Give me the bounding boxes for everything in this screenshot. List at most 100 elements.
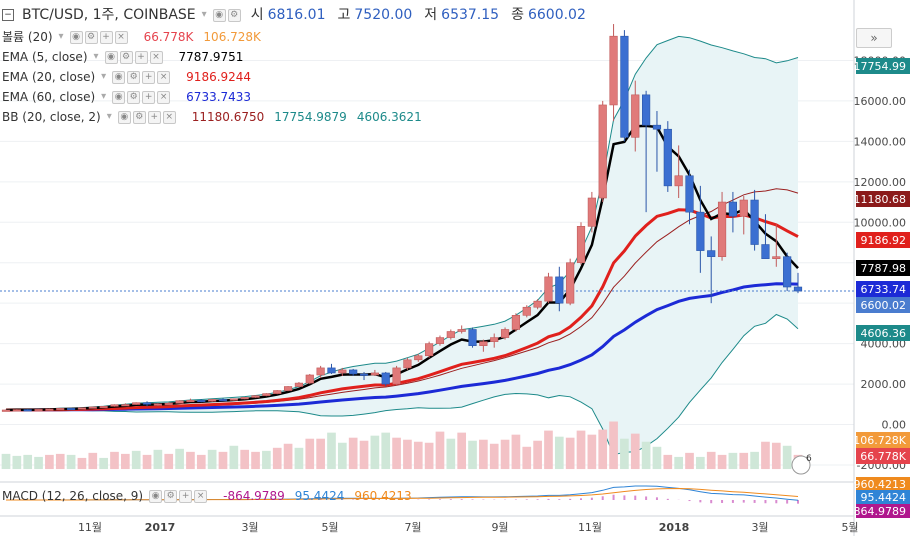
close-icon[interactable]: × — [194, 489, 208, 503]
close-label: 종 — [511, 7, 524, 23]
event-marker-icon — [791, 455, 811, 475]
plus-icon[interactable]: + — [99, 30, 113, 44]
indicator-label[interactable]: EMA (60, close) — [2, 90, 96, 104]
volume-bar — [413, 441, 423, 470]
volume-bar — [717, 454, 727, 470]
close-icon[interactable]: × — [114, 30, 128, 44]
volume-bar — [587, 434, 597, 470]
candle — [468, 329, 477, 346]
gear-icon[interactable]: ⚙ — [119, 50, 133, 64]
gear-icon[interactable]: ⚙ — [127, 90, 141, 104]
candle — [273, 390, 282, 394]
candle — [587, 197, 596, 227]
eye-icon[interactable]: ◉ — [117, 110, 131, 124]
dropdown-caret-icon[interactable]: ▾ — [58, 31, 64, 42]
candle — [142, 402, 152, 405]
candle — [696, 211, 705, 251]
gear-icon[interactable]: ⚙ — [84, 30, 98, 44]
candle — [446, 331, 455, 338]
plus-icon[interactable]: + — [179, 489, 193, 503]
volume-bar — [630, 433, 640, 470]
symbol-label[interactable]: BTC/USD, 1주, COINBASE — [22, 7, 196, 23]
eye-icon[interactable]: ◉ — [104, 50, 118, 64]
time-tick-label: 5월 — [321, 521, 338, 534]
plus-icon[interactable]: + — [142, 70, 156, 84]
volume-bar — [327, 432, 336, 470]
candle — [576, 226, 586, 264]
plus-icon[interactable]: + — [147, 110, 161, 124]
candle — [728, 201, 738, 217]
price-badge-label: 7787.98 — [861, 262, 907, 275]
dropdown-caret-icon[interactable]: ▾ — [201, 9, 207, 20]
macd-badge — [856, 477, 910, 491]
high-label: 고 — [337, 7, 351, 23]
dropdown-caret-icon[interactable]: ▾ — [101, 71, 107, 82]
plus-icon[interactable]: + — [134, 50, 148, 64]
volume-bar — [565, 437, 575, 470]
volume-bar — [576, 430, 586, 470]
indicator-label[interactable]: 볼륨 (20) — [2, 30, 53, 44]
time-tick-label: 5월 — [841, 521, 858, 534]
volume-bar — [55, 453, 65, 470]
macd-hist-value: 960.4213 — [354, 489, 412, 503]
candle — [685, 175, 694, 213]
macd-badge-label: 960.4213 — [854, 478, 907, 491]
candle — [218, 399, 228, 402]
volume-bar — [761, 441, 770, 470]
eye-icon[interactable]: ◉ — [149, 489, 163, 503]
scroll-to-latest-button[interactable]: » — [856, 28, 892, 48]
dropdown-caret-icon[interactable]: ▾ — [106, 111, 112, 122]
dropdown-caret-icon[interactable]: ▾ — [101, 91, 107, 102]
close-icon[interactable]: × — [157, 90, 171, 104]
volume-bar — [164, 453, 174, 470]
volume-bar — [370, 435, 380, 470]
dropdown-caret-icon[interactable]: ▾ — [93, 51, 99, 62]
candle — [349, 369, 358, 375]
close-icon[interactable]: × — [157, 70, 171, 84]
eye-icon[interactable]: ◉ — [112, 90, 126, 104]
macd-label[interactable]: MACD (12, 26, close, 9) — [2, 489, 144, 503]
volume-bar — [403, 439, 412, 470]
close-icon[interactable]: × — [162, 110, 176, 124]
price-badge — [856, 297, 910, 313]
candle — [338, 369, 347, 374]
candle — [414, 355, 423, 361]
gear-icon[interactable]: ⚙ — [164, 489, 178, 503]
close-icon[interactable]: × — [149, 50, 163, 64]
candle — [392, 367, 401, 385]
candle — [609, 35, 618, 106]
eye-icon[interactable]: ◉ — [69, 30, 83, 44]
indicator-label[interactable]: BB (20, close, 2) — [2, 110, 101, 124]
gear-icon[interactable]: ⚙ — [127, 70, 141, 84]
volume-bar — [771, 442, 781, 470]
price-tick-label: 10000.00 — [854, 216, 907, 229]
candle — [500, 329, 510, 338]
indicator-label[interactable]: EMA (20, close) — [2, 70, 96, 84]
plus-icon[interactable]: + — [142, 90, 156, 104]
eye-icon[interactable]: ◉ — [112, 70, 126, 84]
volume-bar — [142, 454, 152, 470]
indicator-value: 6733.7433 — [186, 90, 252, 104]
candle — [533, 300, 542, 308]
candle — [652, 124, 662, 130]
candle — [132, 402, 141, 405]
gear-icon[interactable]: ⚙ — [227, 8, 241, 22]
price-badge-label: 6733.74 — [861, 283, 907, 296]
indicator-value: 106.728K — [203, 30, 261, 44]
indicator-value: 17754.9879 — [274, 110, 347, 124]
volume-bar — [131, 450, 141, 470]
eye-icon[interactable]: ◉ — [212, 8, 226, 22]
candle — [631, 94, 640, 138]
volume-bar — [533, 440, 542, 470]
collapse-icon[interactable]: − — [2, 9, 14, 21]
candle — [403, 359, 412, 369]
volume-bars — [1, 421, 803, 470]
gear-icon[interactable]: ⚙ — [132, 110, 146, 124]
price-badge-label: 66.778K — [860, 450, 906, 463]
indicator-label[interactable]: EMA (5, close) — [2, 50, 88, 64]
price-badge — [856, 191, 910, 207]
low-label: 저 — [424, 7, 438, 23]
volume-bar — [348, 437, 358, 470]
